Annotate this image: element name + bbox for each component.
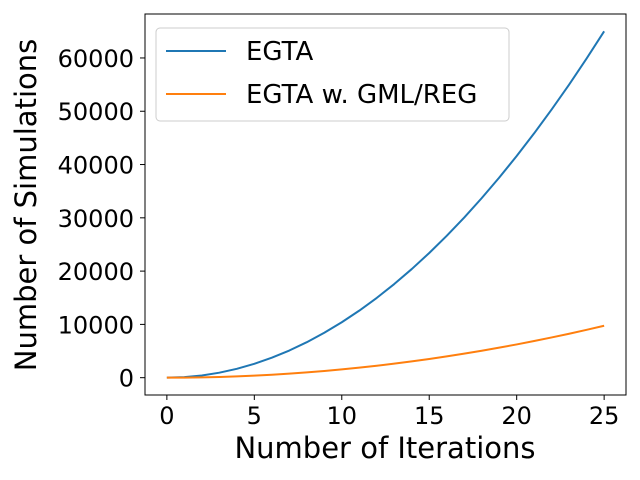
axes-frame: [144, 13, 627, 396]
y-tick-label: 0: [119, 365, 134, 393]
x-tick-label: 15: [414, 402, 445, 430]
y-axis-ticks: 0 10000 20000 30000 40000 50000 60000: [58, 45, 145, 393]
x-tick-label: 25: [589, 402, 620, 430]
legend-label-egta: EGTA: [246, 37, 314, 67]
plot-lines: [166, 30, 605, 379]
legend-box: [155, 27, 510, 122]
y-tick-label: 50000: [58, 98, 134, 126]
x-tick-label: 10: [326, 402, 357, 430]
y-tick-label: 10000: [58, 311, 134, 339]
x-tick-label: 20: [501, 402, 532, 430]
series-line-egta: [166, 30, 605, 379]
y-axis-label: Number of Simulations: [9, 39, 43, 371]
x-tick-label: 5: [247, 402, 262, 430]
y-tick-label: 40000: [58, 152, 134, 180]
y-tick-label: 30000: [58, 205, 134, 233]
series-line-egta-w-gml-reg: [166, 324, 605, 379]
legend: EGTA EGTA w. GML/REG: [155, 27, 510, 122]
legend-label-egta-gml-reg: EGTA w. GML/REG: [246, 80, 477, 110]
x-tick-label: 0: [159, 402, 174, 430]
x-axis-label: Number of Iterations: [234, 431, 535, 465]
y-tick-label: 20000: [58, 258, 134, 286]
y-tick-label: 60000: [58, 45, 134, 73]
x-axis-ticks: 0 5 10 15 20 25: [159, 395, 619, 430]
